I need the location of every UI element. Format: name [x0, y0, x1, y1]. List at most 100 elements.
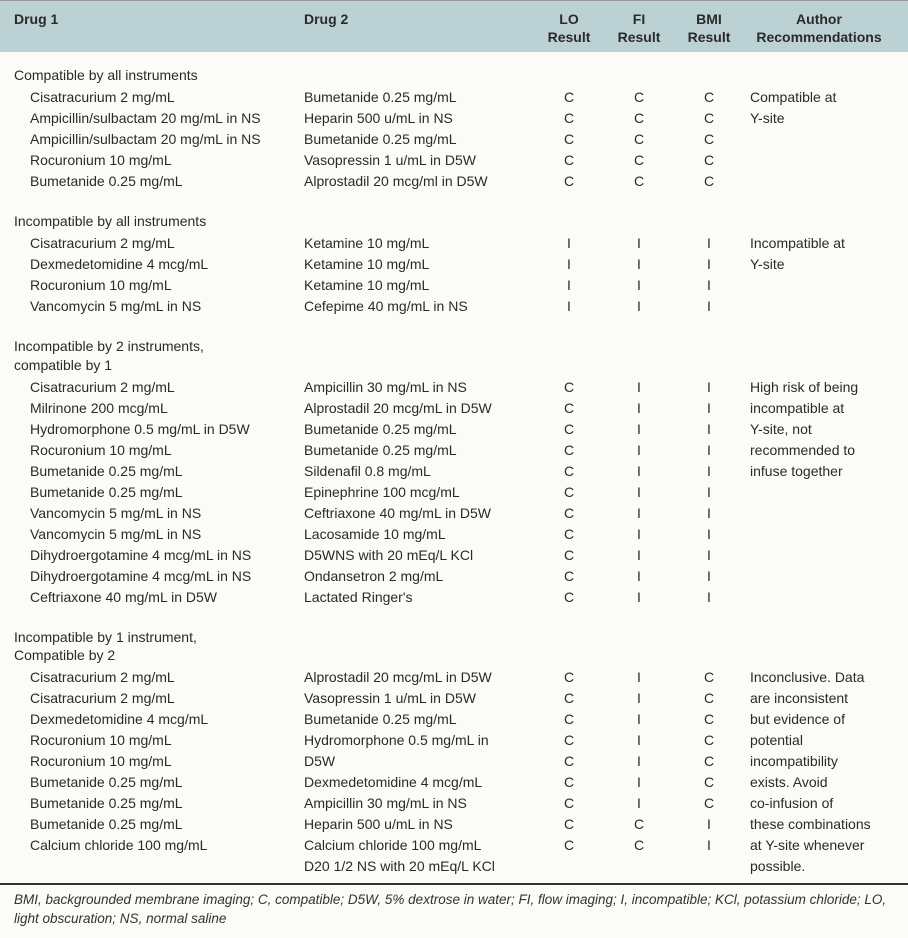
cell-bmi: I	[674, 545, 744, 566]
cell-lo: I	[534, 233, 604, 254]
cell-bmi: C	[674, 171, 744, 192]
cell-lo: C	[534, 587, 604, 608]
cell-fi: I	[604, 524, 674, 545]
cell-lo: C	[534, 772, 604, 793]
cell-bmi: C	[674, 730, 744, 751]
cell-recommendation: are inconsistent	[744, 688, 894, 709]
table-row: Milrinone 200 mcg/mLAlprostadil 20 mcg/m…	[14, 398, 894, 419]
table-row: Rocuronium 10 mg/mLBumetanide 0.25 mg/mL…	[14, 440, 894, 461]
cell-recommendation	[744, 150, 894, 171]
cell-drug1: Dihydroergotamine 4 mcg/mL in NS	[14, 545, 304, 566]
cell-bmi: C	[674, 150, 744, 171]
cell-drug2: Calcium chloride 100 mg/mL	[304, 835, 534, 856]
cell-recommendation: Compatible at	[744, 87, 894, 108]
cell-fi	[604, 856, 674, 877]
table-row: Rocuronium 10 mg/mLKetamine 10 mg/mLIII	[14, 275, 894, 296]
col-header-fi: FI Result	[604, 11, 674, 46]
cell-drug1: Vancomycin 5 mg/mL in NS	[14, 524, 304, 545]
cell-lo: C	[534, 667, 604, 688]
cell-drug1: Bumetanide 0.25 mg/mL	[14, 814, 304, 835]
cell-lo: C	[534, 87, 604, 108]
cell-drug1: Ampicillin/sulbactam 20 mg/mL in NS	[14, 129, 304, 150]
table-row: Bumetanide 0.25 mg/mLAlprostadil 20 mcg/…	[14, 171, 894, 192]
table-row: Cisatracurium 2 mg/mLBumetanide 0.25 mg/…	[14, 87, 894, 108]
cell-bmi: I	[674, 503, 744, 524]
cell-bmi: I	[674, 814, 744, 835]
cell-bmi: I	[674, 377, 744, 398]
cell-fi: I	[604, 730, 674, 751]
cell-bmi: I	[674, 566, 744, 587]
cell-fi: C	[604, 171, 674, 192]
cell-recommendation: co-infusion of	[744, 793, 894, 814]
cell-drug1: Vancomycin 5 mg/mL in NS	[14, 296, 304, 317]
table-row: Rocuronium 10 mg/mLHydromorphone 0.5 mg/…	[14, 730, 894, 751]
cell-bmi: C	[674, 667, 744, 688]
table-row: Bumetanide 0.25 mg/mLHeparin 500 u/mL in…	[14, 814, 894, 835]
cell-bmi: I	[674, 398, 744, 419]
table-row: Dexmedetomidine 4 mcg/mLKetamine 10 mg/m…	[14, 254, 894, 275]
rec-label-2: Recommendations	[756, 29, 881, 45]
cell-drug1: Calcium chloride 100 mg/mL	[14, 835, 304, 856]
table-footer-legend: BMI, backgrounded membrane imaging; C, c…	[0, 883, 908, 937]
cell-lo: I	[534, 254, 604, 275]
cell-recommendation	[744, 524, 894, 545]
cell-drug2: Alprostadil 20 mcg/mL in D5W	[304, 398, 534, 419]
cell-fi: C	[604, 129, 674, 150]
cell-fi: I	[604, 275, 674, 296]
cell-recommendation: at Y-site whenever	[744, 835, 894, 856]
cell-bmi: I	[674, 835, 744, 856]
cell-drug2: Ampicillin 30 mg/mL in NS	[304, 793, 534, 814]
cell-recommendation: but evidence of	[744, 709, 894, 730]
cell-fi: I	[604, 233, 674, 254]
cell-drug2: Alprostadil 20 mcg/ml in D5W	[304, 171, 534, 192]
cell-recommendation	[744, 503, 894, 524]
table-row: Dihydroergotamine 4 mcg/mL in NSD5WNS wi…	[14, 545, 894, 566]
cell-bmi	[674, 856, 744, 877]
cell-drug2: Ketamine 10 mg/mL	[304, 275, 534, 296]
cell-bmi: I	[674, 275, 744, 296]
section-title: Compatible by all instruments	[14, 66, 894, 85]
cell-fi: I	[604, 587, 674, 608]
table-row: Vancomycin 5 mg/mL in NSLacosamide 10 mg…	[14, 524, 894, 545]
cell-drug2: Ceftriaxone 40 mg/mL in D5W	[304, 503, 534, 524]
cell-recommendation: Incompatible at	[744, 233, 894, 254]
cell-recommendation	[744, 171, 894, 192]
cell-recommendation: High risk of being	[744, 377, 894, 398]
cell-recommendation: incompatible at	[744, 398, 894, 419]
section-title: Incompatible by 1 instrument, Compatible…	[14, 628, 894, 666]
cell-drug1: Cisatracurium 2 mg/mL	[14, 87, 304, 108]
cell-drug1: Bumetanide 0.25 mg/mL	[14, 461, 304, 482]
cell-drug1: Milrinone 200 mcg/mL	[14, 398, 304, 419]
cell-lo: C	[534, 398, 604, 419]
cell-lo: C	[534, 730, 604, 751]
cell-lo	[534, 856, 604, 877]
cell-drug1: Ceftriaxone 40 mg/mL in D5W	[14, 587, 304, 608]
table-row: Dexmedetomidine 4 mcg/mLBumetanide 0.25 …	[14, 709, 894, 730]
cell-recommendation	[744, 275, 894, 296]
cell-bmi: I	[674, 233, 744, 254]
table-section: Incompatible by all instrumentsCisatracu…	[0, 198, 908, 323]
cell-drug2: Ketamine 10 mg/mL	[304, 254, 534, 275]
cell-fi: I	[604, 688, 674, 709]
cell-recommendation	[744, 296, 894, 317]
table-section: Incompatible by 2 instruments, compatibl…	[0, 323, 908, 614]
col-header-drug2: Drug 2	[304, 11, 534, 46]
table-row: Bumetanide 0.25 mg/mLAmpicillin 30 mg/mL…	[14, 793, 894, 814]
cell-fi: I	[604, 254, 674, 275]
cell-drug1: Hydromorphone 0.5 mg/mL in D5W	[14, 419, 304, 440]
table-row: Rocuronium 10 mg/mLVasopressin 1 u/mL in…	[14, 150, 894, 171]
cell-lo: C	[534, 461, 604, 482]
cell-bmi: C	[674, 87, 744, 108]
cell-fi: I	[604, 793, 674, 814]
cell-recommendation: Y-site	[744, 254, 894, 275]
table-row: Bumetanide 0.25 mg/mLSildenafil 0.8 mg/m…	[14, 461, 894, 482]
cell-drug2: Vasopressin 1 u/mL in D5W	[304, 150, 534, 171]
cell-bmi: C	[674, 793, 744, 814]
cell-drug1: Dexmedetomidine 4 mcg/mL	[14, 709, 304, 730]
cell-recommendation	[744, 587, 894, 608]
table-row: Dihydroergotamine 4 mcg/mL in NSOndanset…	[14, 566, 894, 587]
cell-recommendation	[744, 545, 894, 566]
section-title: Incompatible by 2 instruments, compatibl…	[14, 337, 894, 375]
cell-drug1: Bumetanide 0.25 mg/mL	[14, 482, 304, 503]
cell-drug2: Bumetanide 0.25 mg/mL	[304, 129, 534, 150]
